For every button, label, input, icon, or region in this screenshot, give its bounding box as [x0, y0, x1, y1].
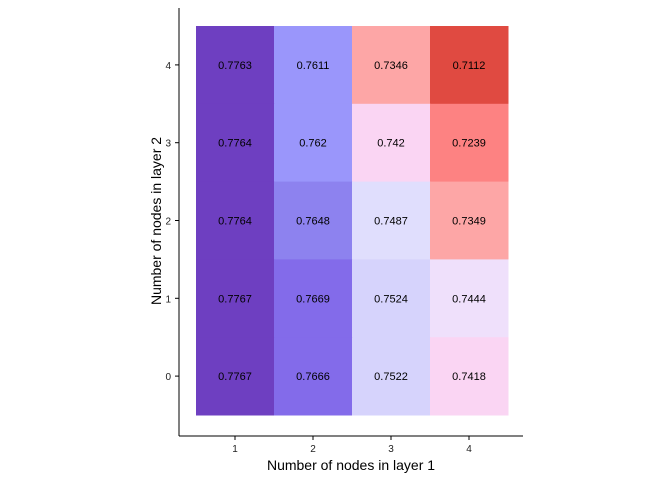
x-tick-label: 4: [466, 444, 472, 455]
cell-value-label: 0.7666: [296, 371, 330, 383]
cell-value-label: 0.7524: [374, 293, 408, 305]
y-tick-label: 2: [165, 217, 171, 228]
cell-value-label: 0.7522: [374, 371, 408, 383]
cell-value-label: 0.7418: [452, 371, 486, 383]
x-axis-title: Number of nodes in layer 1: [267, 457, 435, 473]
y-tick-label: 3: [165, 139, 171, 150]
cell-value-label: 0.7487: [374, 216, 408, 228]
y-axis-ticks: 0 1 2 3 4: [165, 61, 179, 383]
x-tick-label: 1: [232, 444, 238, 455]
cell-value-label: 0.7763: [218, 60, 252, 72]
x-tick-label: 3: [388, 444, 394, 455]
cell-value-label: 0.7112: [453, 60, 486, 72]
cell-value-label: 0.7444: [452, 293, 486, 305]
cell-value-label: 0.7349: [452, 216, 486, 228]
cell-value-label: 0.7764: [218, 138, 252, 150]
cell-value-label: 0.7346: [374, 60, 408, 72]
y-axis-title: Number of nodes in layer 2: [148, 137, 164, 305]
cell-value-label: 0.7767: [218, 293, 252, 305]
cell-value-label: 0.7764: [218, 216, 252, 228]
cell-value-label: 0.7611: [297, 60, 330, 72]
y-tick-label: 0: [165, 372, 171, 383]
x-tick-label: 2: [310, 444, 316, 455]
cell-value-label: 0.742: [377, 138, 405, 150]
cell-value-label: 0.7648: [296, 216, 330, 228]
cell-value-label: 0.7669: [296, 293, 330, 305]
cell-value-label: 0.7767: [218, 371, 252, 383]
x-axis-ticks: 1 2 3 4: [232, 436, 472, 455]
y-tick-label: 4: [165, 61, 171, 72]
cell-value-label: 0.762: [299, 138, 327, 150]
cell-value-label: 0.7239: [452, 138, 486, 150]
y-tick-label: 1: [165, 294, 171, 305]
